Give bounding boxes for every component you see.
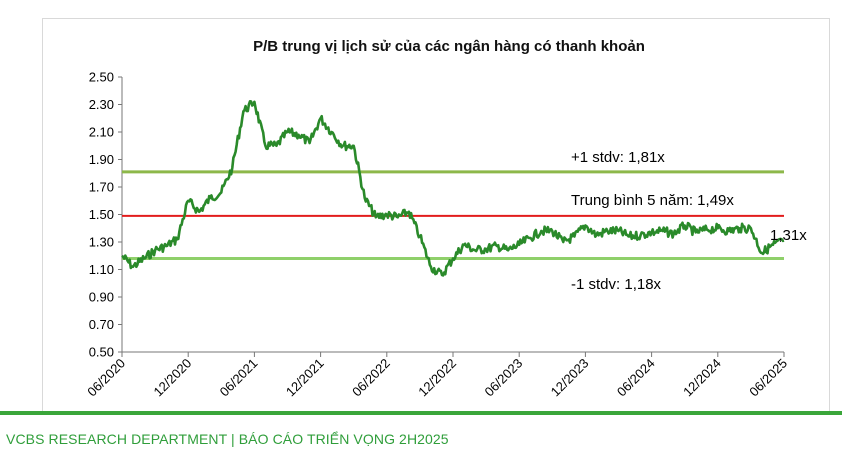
footer-text: VCBS RESEARCH DEPARTMENT | BÁO CÁO TRIỂN… (6, 431, 449, 447)
y-tick-label: 2.30 (89, 97, 114, 112)
y-tick-label: 0.50 (89, 345, 114, 360)
y-tick-label: 1.90 (89, 152, 114, 167)
x-tick-label: 12/2021 (283, 356, 327, 400)
last-value-label: 1,31x (770, 227, 807, 244)
y-tick-label: 1.10 (89, 262, 114, 277)
x-tick-label: 06/2022 (349, 356, 393, 400)
x-tick-label: 06/2024 (614, 356, 658, 400)
y-tick-label: 2.10 (89, 125, 114, 140)
y-tick-label: 1.50 (89, 207, 114, 222)
top-edge (0, 0, 842, 6)
y-tick-label: 0.90 (89, 290, 114, 305)
footer-rule (0, 411, 842, 415)
y-tick-label: 0.70 (89, 317, 114, 332)
x-tick-label: 06/2021 (217, 356, 261, 400)
x-tick-label: 12/2022 (415, 356, 459, 400)
x-tick-label: 12/2024 (680, 356, 724, 400)
y-tick-label: 1.30 (89, 235, 114, 250)
x-tick-label: 06/2025 (746, 356, 790, 400)
x-tick-label: 12/2023 (548, 356, 592, 400)
chart-frame: P/B trung vị lịch sử của các ngân hàng c… (42, 18, 830, 412)
y-tick-label: 2.50 (89, 70, 114, 85)
y-tick-label: 1.70 (89, 180, 114, 195)
upper-band-label: +1 stdv: 1,81x (571, 149, 665, 166)
pb-series-line (121, 100, 785, 277)
lower-band-label: -1 stdv: 1,18x (571, 276, 662, 293)
x-tick-label: 06/2020 (84, 356, 128, 400)
pb-chart: P/B trung vị lịch sử của các ngân hàng c… (84, 38, 807, 400)
x-tick-label: 12/2020 (150, 356, 194, 400)
mean-line-label: Trung bình 5 năm: 1,49x (571, 192, 734, 209)
x-tick-label: 06/2023 (481, 356, 525, 400)
chart-title: P/B trung vị lịch sử của các ngân hàng c… (253, 38, 645, 55)
